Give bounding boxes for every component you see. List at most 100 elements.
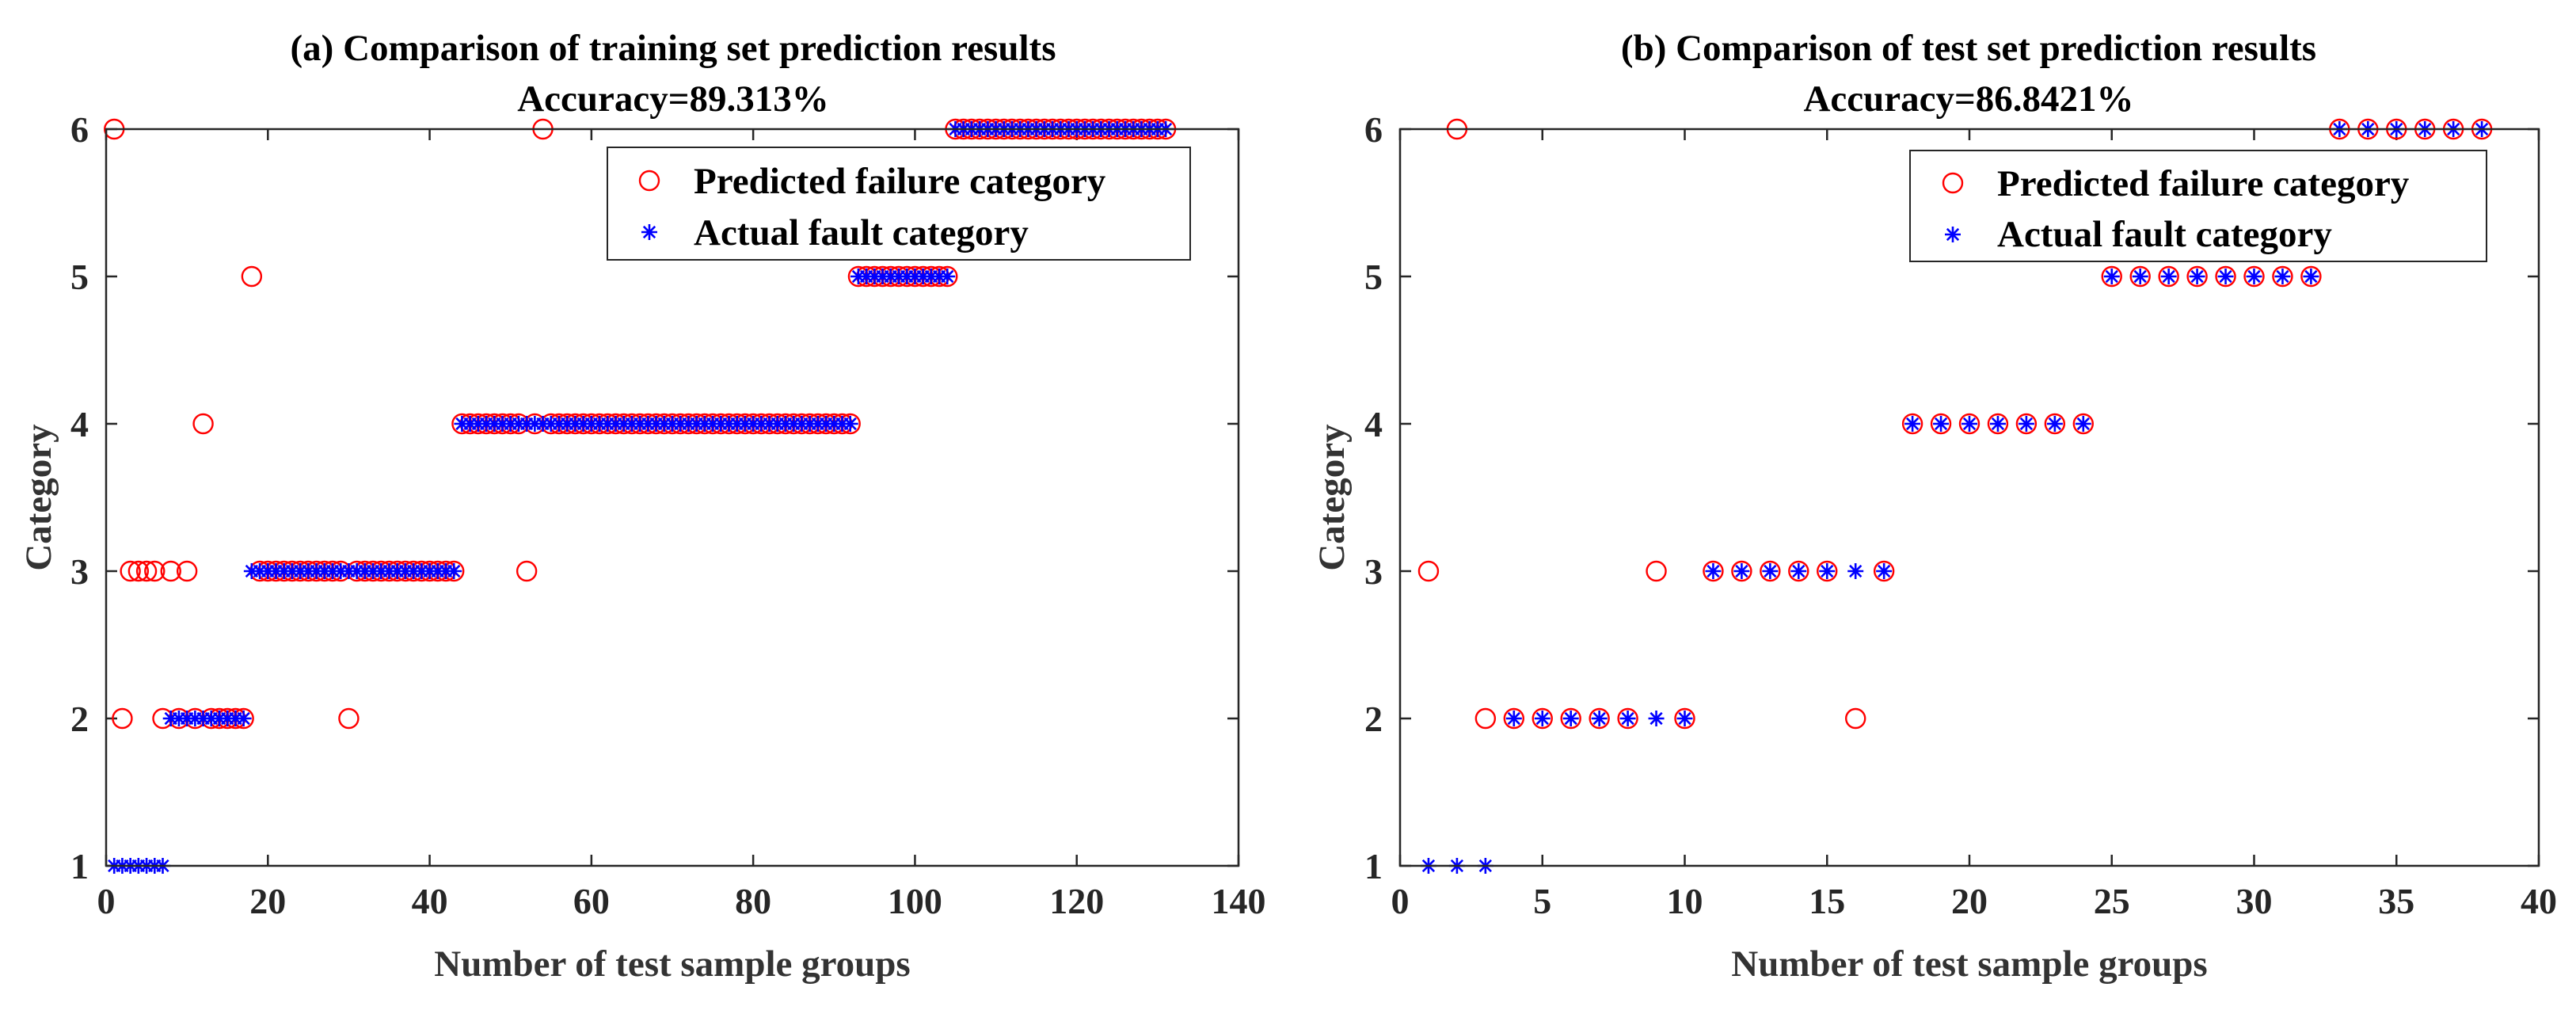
- x-axis-label: Number of test sample groups: [1731, 943, 2207, 985]
- actual-point: [292, 563, 309, 579]
- actual-point: [559, 416, 576, 432]
- actual-point: [470, 416, 486, 432]
- predicted-point: [1788, 560, 1809, 582]
- actual-point: [348, 563, 365, 579]
- predicted-point: [2215, 265, 2236, 288]
- actual-point: [235, 711, 252, 726]
- actual-point: [413, 563, 430, 579]
- x-tick-label: 40: [2521, 881, 2557, 921]
- legend-circle: [638, 170, 660, 192]
- actual-point: [729, 416, 745, 432]
- actual-point: [187, 711, 204, 726]
- actual-point: [793, 416, 810, 432]
- actual-point: [721, 416, 737, 432]
- y-axis-ticks: 1 2 3 4 5 6: [70, 109, 1239, 886]
- chart-title: (b) Comparison of test set prediction re…: [1621, 28, 2316, 69]
- x-tick-label: 120: [1049, 881, 1104, 921]
- legend-circle-marker: [1942, 172, 1964, 194]
- actual-point: [462, 416, 478, 432]
- actual-point: [2132, 269, 2148, 284]
- x-tick-label: 80: [735, 881, 771, 921]
- actual-point: [170, 711, 187, 726]
- predicted-point: [2072, 413, 2095, 435]
- predicted-point: [241, 265, 263, 288]
- actual-point: [325, 563, 341, 579]
- actual-point: [333, 563, 349, 579]
- legend-asterisk-marker: [641, 224, 657, 240]
- actual-point: [1733, 563, 1750, 579]
- actual-point: [705, 416, 721, 432]
- actual-point: [899, 269, 915, 284]
- actual-point: [769, 416, 786, 432]
- y-tick-label: 3: [1364, 551, 1383, 592]
- x-axis-ticks: 0 20 40 60 80 100 120 140: [97, 129, 1266, 921]
- y-tick-label: 1: [70, 846, 89, 886]
- actual-point: [1562, 711, 1579, 726]
- actual-point: [2075, 416, 2091, 432]
- actual-point: [736, 416, 753, 432]
- x-tick-label: 0: [97, 881, 116, 921]
- y-tick-label: 2: [1364, 699, 1383, 739]
- predicted-point: [2129, 265, 2151, 288]
- predicted-point: [1731, 560, 1752, 582]
- actual-point: [1904, 416, 1921, 432]
- legend-box: [1909, 150, 2487, 262]
- actual-point: [421, 563, 438, 579]
- actual-point: [316, 563, 333, 579]
- predicted-point: [176, 560, 198, 582]
- actual-point: [1619, 711, 1636, 726]
- actual-point: [834, 416, 850, 432]
- actual-point: [1762, 563, 1779, 579]
- actual-point: [1961, 416, 1977, 432]
- y-axis-label: Category: [1311, 424, 1353, 571]
- actual-point: [648, 416, 664, 432]
- predicted-point: [1844, 707, 1866, 730]
- x-tick-label: 25: [2094, 881, 2130, 921]
- actual-point: [745, 416, 762, 432]
- actual-point: [1819, 563, 1836, 579]
- y-tick-label: 6: [70, 109, 89, 150]
- actual-point: [1847, 563, 1864, 579]
- predicted-point: [2101, 265, 2122, 288]
- predicted-point: [1873, 560, 1895, 582]
- x-tick-label: 20: [1951, 881, 1988, 921]
- actual-point: [519, 416, 535, 432]
- predicted-point: [1958, 413, 1981, 435]
- actual-point: [1876, 563, 1893, 579]
- predicted-point: [1987, 413, 2009, 435]
- actual-point: [753, 416, 770, 432]
- actual-point: [882, 269, 899, 284]
- actual-point: [1648, 711, 1665, 726]
- x-tick-label: 40: [412, 881, 448, 921]
- predicted-point: [1417, 560, 1440, 582]
- legend-label-actual: Actual fault category: [1997, 214, 2332, 255]
- legend-label-predicted: Predicted failure category: [694, 161, 1106, 202]
- actual-point: [219, 711, 236, 726]
- predicted-point: [144, 560, 166, 582]
- actual-point: [801, 416, 818, 432]
- predicted-point: [2015, 413, 2038, 435]
- actual-point: [2274, 269, 2291, 284]
- y-tick-label: 3: [70, 551, 89, 592]
- legend-label-predicted: Predicted failure category: [1997, 163, 2410, 204]
- actual-point: [527, 416, 543, 432]
- actual-point: [575, 416, 592, 432]
- actual-point: [778, 416, 793, 432]
- predicted-point: [160, 560, 181, 582]
- actual-point: [494, 416, 511, 432]
- predicted-point: [1901, 413, 1923, 435]
- chart-title: (a) Comparison of training set predictio…: [291, 28, 1056, 69]
- legend-asterisk-marker: [1945, 227, 1961, 242]
- predicted-point: [1589, 707, 1610, 730]
- legend: Predicted failure category Actual fault …: [607, 147, 1191, 261]
- actual-point: [162, 711, 179, 726]
- x-tick-label: 0: [1391, 881, 1410, 921]
- actual-point: [623, 416, 640, 432]
- actual-point: [454, 416, 470, 432]
- actual-point: [356, 563, 373, 579]
- actual-point: [211, 711, 227, 726]
- x-tick-label: 5: [1533, 881, 1551, 921]
- actual-point: [2046, 416, 2063, 432]
- training-chart: (a) Comparison of training set predictio…: [18, 28, 1266, 985]
- legend-asterisk: [1945, 227, 1961, 242]
